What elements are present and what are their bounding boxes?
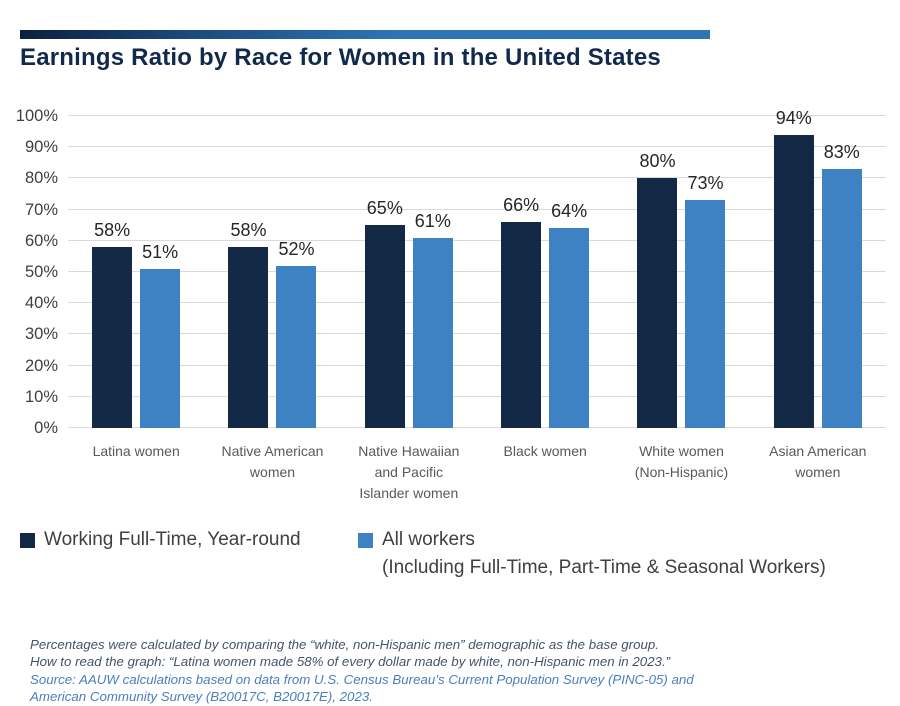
value-label: 64% xyxy=(551,201,588,222)
y-tick-label-20: 20% xyxy=(24,356,58,375)
value-label: 52% xyxy=(278,238,315,259)
title-accent-bar xyxy=(20,30,710,39)
value-label: 94% xyxy=(775,107,812,128)
footnote-how-to-read: How to read the graph: “Latina women mad… xyxy=(30,654,671,670)
category-label-3: Black women xyxy=(503,443,587,459)
category-label-1: Native American women xyxy=(221,443,324,480)
legend-label-all-workers: All workers xyxy=(382,529,475,550)
y-tick-label-80: 80% xyxy=(24,169,58,188)
bar-full-time-0: 58% xyxy=(92,220,133,428)
value-label: 58% xyxy=(230,220,267,241)
bar-all-workers-5: 83% xyxy=(821,142,862,428)
x-axis: Latina women Native American women Native … xyxy=(68,441,886,504)
gridline-70 xyxy=(68,208,886,210)
legend-item-full-time: Working Full-Time, Year-round xyxy=(20,526,301,554)
y-tick-label-70: 70% xyxy=(24,200,58,219)
y-tick-label-10: 10% xyxy=(24,387,58,406)
legend: Working Full-Time, Year-round All worker… xyxy=(0,526,900,598)
bar-all-workers-1: 52% xyxy=(276,239,317,428)
legend-swatch-dark-navy xyxy=(20,533,35,548)
legend-label-full-time: Working Full-Time, Year-round xyxy=(44,529,301,550)
y-tick-label-40: 40% xyxy=(24,294,58,313)
gridline-100 xyxy=(68,115,886,116)
footnote-source-line-2: American Community Survey (B20017C, B200… xyxy=(30,689,373,705)
bar-full-time-4: 80% xyxy=(637,151,678,428)
bar-group-4: 80% 73% xyxy=(613,116,749,428)
value-label: 65% xyxy=(366,198,403,219)
legend-sublabel-all-workers: (Including Full-Time, Part-Time & Season… xyxy=(382,557,826,578)
gridline-10 xyxy=(68,395,886,397)
category-label-0: Latina women xyxy=(92,443,180,459)
gridline-60 xyxy=(68,239,886,241)
legend-item-all-workers: All workers (Including Full-Time, Part-T… xyxy=(358,526,826,582)
footnote-source-line-1: Source: AAUW calculations based on data … xyxy=(30,671,694,687)
bar-full-time-3: 66% xyxy=(501,195,542,428)
bar-group-0: 58% 51% xyxy=(68,116,204,428)
bar-all-workers-2: 61% xyxy=(412,211,453,428)
gridline-80 xyxy=(68,177,886,179)
gridline-50 xyxy=(68,271,886,272)
bar-all-workers-0: 51% xyxy=(140,242,181,428)
gridline-90 xyxy=(68,146,886,148)
plot-area: 58% 51% 58% 52% 65% 61% 66% 64% 80% 73% 94% 83% xyxy=(68,108,886,428)
bar-full-time-5: 94% xyxy=(773,108,814,428)
value-label: 73% xyxy=(687,173,724,194)
gridline-0 xyxy=(68,427,886,428)
y-tick-label-50: 50% xyxy=(24,263,58,281)
category-label-2: Native Hawaiian and Pacific Islander wom… xyxy=(358,443,460,501)
y-axis: 0% 10% 20% 30% 40% 50% 60% 70% 80% 90% 100% xyxy=(0,107,58,437)
bar-all-workers-4: 73% xyxy=(685,173,726,428)
bar-group-2: 65% 61% xyxy=(341,116,477,428)
y-tick-label-100: 100% xyxy=(15,107,58,125)
category-label-5: Asian American women xyxy=(769,443,867,480)
category-label-4: White women (Non-Hispanic) xyxy=(634,443,729,480)
value-label: 51% xyxy=(142,241,179,262)
bar-group-5: 94% 83% xyxy=(750,108,886,428)
value-label: 66% xyxy=(503,195,540,216)
page-title: Earnings Ratio by Race for Women in the … xyxy=(20,44,661,71)
value-label: 61% xyxy=(414,210,451,231)
bar-groups: 58% 51% 58% 52% 65% 61% 66% 64% 80% 73% 94% 83% xyxy=(68,108,886,428)
y-tick-label-30: 30% xyxy=(24,325,58,344)
y-tick-label-90: 90% xyxy=(24,138,58,157)
bar-all-workers-3: 64% xyxy=(549,201,590,428)
bar-group-1: 58% 52% xyxy=(204,116,340,428)
gridline-40 xyxy=(68,302,886,304)
y-tick-label-0: 0% xyxy=(34,419,58,437)
legend-swatch-blue xyxy=(358,533,373,548)
footnotes: Percentages were calculated by comparing… xyxy=(30,636,694,706)
y-tick-label-60: 60% xyxy=(24,231,58,250)
gridline-30 xyxy=(68,333,886,335)
gridline-20 xyxy=(68,364,886,366)
bar-group-3: 66% 64% xyxy=(477,116,613,428)
footnote-methodology: Percentages were calculated by comparing… xyxy=(30,637,659,652)
value-label: 80% xyxy=(639,151,676,172)
value-label: 58% xyxy=(94,220,131,241)
bar-full-time-1: 58% xyxy=(228,220,269,428)
value-label: 83% xyxy=(823,142,860,163)
bar-full-time-2: 65% xyxy=(364,198,405,428)
